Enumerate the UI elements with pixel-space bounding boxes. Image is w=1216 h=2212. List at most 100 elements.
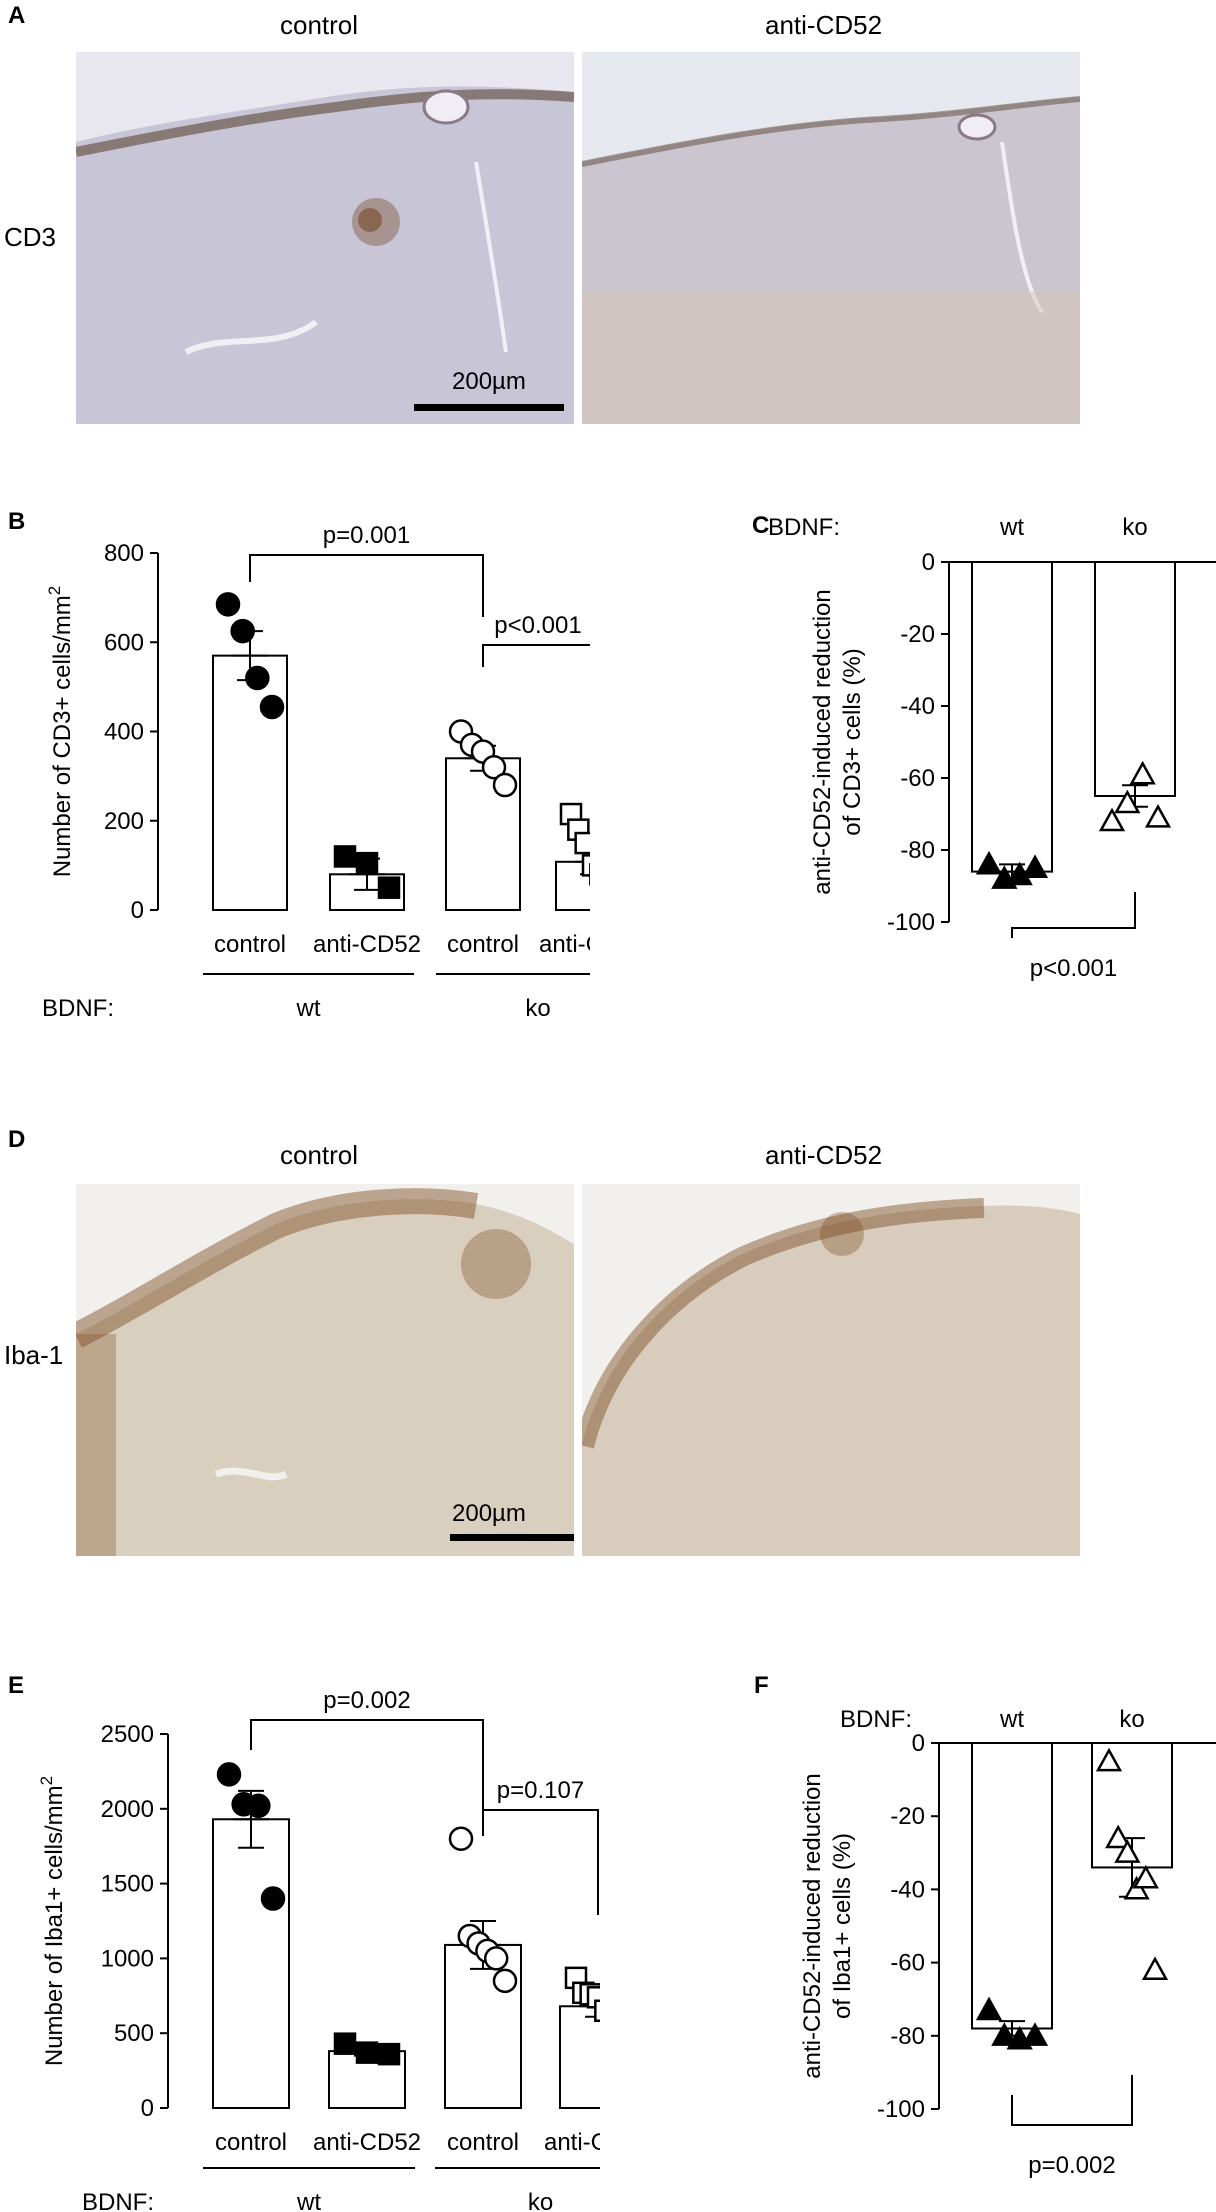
y-axis-label: anti-CD52-induced reduction of Iba1+ cell… [799,1773,856,2079]
y-tick-label: 0 [922,549,935,576]
data-point [216,1762,242,1787]
data-point [1129,760,1156,785]
p-value-label: p<0.001 [1030,955,1117,982]
group-title: BDNF: [82,2189,154,2212]
data-point [581,854,590,877]
data-point [355,851,379,875]
data-point [991,2022,1018,2046]
data-point [492,1968,518,1994]
data-point [1105,1824,1132,1849]
category-label: control [214,931,286,958]
y-tick-label: -100 [887,909,935,936]
category-label: ko [1122,514,1147,541]
category-label: wt [999,514,1024,541]
p-value-label: p=0.002 [1028,2152,1115,2179]
bar [212,1818,290,2109]
y-tick-label: 0 [131,897,144,924]
panel-a-label: A [8,2,26,29]
category-label: anti-CD52 [544,2129,600,2156]
y-tick-label: 600 [104,629,144,656]
category-label: ko [1119,1706,1144,1733]
bar [559,2005,600,2109]
y-tick-label: -100 [877,2096,925,2123]
significance-bracket [482,644,590,667]
data-point [1144,804,1172,828]
y-axis-label-line: anti-CD52-induced reduction [809,589,836,895]
data-point [448,1826,474,1851]
y-tick-label: -60 [900,765,935,792]
iba1-control-micrograph [76,1184,574,1556]
data-point [492,772,518,798]
data-point [377,2042,401,2066]
y-tick-label: 0 [912,1730,925,1757]
data-point [230,618,255,644]
data-point [260,1886,286,1911]
category-label: anti-CD52 [313,2129,421,2156]
y-tick-label: -40 [890,1876,925,1903]
p-value-label: p=0.001 [323,522,410,549]
panel-d-label: D [8,1126,26,1153]
y-tick-label: 1500 [101,1871,154,1898]
significance-bracket [249,554,484,617]
group-title: BDNF: [768,514,840,541]
category-label: wt [999,1706,1024,1733]
category-label: control [447,931,519,958]
data-point [259,694,285,720]
chart-e: 0 500 1000 1500 2000 2500 Number of Iba1+ cell… [37,1687,600,2212]
data-point [975,1996,1003,2021]
cd3-scalebar-label: 200µm [452,368,526,395]
data-point [481,754,507,780]
y-axis-label: anti-CD52-induced reduction of CD3+ cells… [809,589,866,895]
panel-d-control-title: control [280,1140,359,1170]
y-tick-label: -80 [890,2023,925,2050]
panel-e-label: E [8,1672,25,1699]
chart-b: 0 200 400 600 800 Number of CD3+ cells/mm2 con… [42,522,590,1020]
significance-bracket [482,1809,599,1915]
group-title: BDNF: [840,1706,912,1733]
y-tick-label: 800 [104,540,144,567]
panel-b-label: B [8,508,26,535]
significance-bracket [1011,2075,1133,2126]
p-value-label: p<0.001 [494,612,581,639]
y-tick-label: 500 [114,2020,154,2047]
category-label: anti-CD52 [539,931,590,958]
y-tick-label: 400 [104,719,144,746]
y-axis-label-line: of CD3+ cells (%) [839,648,866,835]
data-point [355,2041,379,2064]
iba1-scalebar-label: 200µm [452,1500,526,1527]
data-point [1132,1864,1159,1889]
y-tick-label: 200 [104,808,144,835]
y-axis-label-superscript: 2 [45,586,64,595]
panel-d-row-label: Iba-1 [4,1340,64,1370]
data-point [1021,2022,1049,2046]
data-point [333,845,357,868]
category-label: control [447,2129,519,2156]
p-value-label: p=0.107 [497,1777,584,1804]
panel-a-anti-cd52-title: anti-CD52 [765,10,883,40]
significance-bracket [1011,892,1136,938]
data-point [574,831,590,855]
y-tick-label: 1000 [101,1945,154,1972]
y-tick-label: 2000 [101,1796,154,1823]
data-point [1141,1956,1169,1980]
cd3-anti-cd52-micrograph [582,52,1080,424]
data-point [377,876,401,899]
data-point [1095,1747,1123,1772]
y-axis-label-line: anti-CD52-induced reduction [799,1773,826,2079]
data-point [215,592,241,617]
panel-a-control-title: control [280,10,359,40]
y-axis-label-superscript: 2 [37,1776,56,1785]
group-title: BDNF: [42,995,114,1020]
y-tick-label: 0 [141,2095,154,2122]
chart-c: 0 -20 -40 -60 -80 -100 anti-CD52-induced reduc… [768,514,1216,982]
group-label: wt [296,995,321,1020]
y-tick-label: -20 [900,621,935,648]
y-tick-label: 2500 [101,1721,154,1748]
data-point [975,850,1003,875]
data-point [1114,789,1141,814]
group-label: ko [525,995,550,1020]
y-tick-label: -60 [890,1950,925,1977]
y-tick-label: -20 [890,1803,925,1830]
y-tick-label: -80 [900,837,935,864]
bar [1094,561,1176,797]
